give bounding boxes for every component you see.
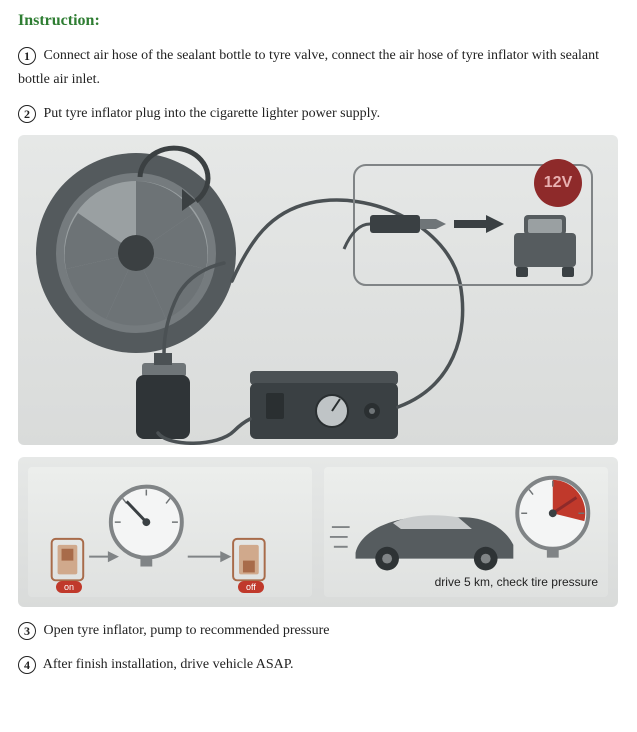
switch-off-label: off: [238, 581, 264, 593]
step-3: 3 Open tyre inflator, pump to recommende…: [18, 619, 619, 643]
arrow-right-icon: [89, 553, 117, 561]
step-4-text: After finish installation, drive vehicle…: [43, 657, 294, 672]
step-4-number: 4: [18, 656, 36, 674]
step-1-text: Connect air hose of the sealant bottle t…: [18, 48, 599, 87]
step-1: 1 Connect air hose of the sealant bottle…: [18, 44, 619, 92]
drive-caption: drive 5 km, check tire pressure: [435, 575, 598, 589]
step-3-number: 3: [18, 622, 36, 640]
step-2-number: 2: [18, 105, 36, 123]
switch-on-icon: [52, 539, 84, 580]
figure-2: on off: [18, 457, 618, 607]
figure-2-left-panel: on off: [28, 467, 312, 597]
step-3-text: Open tyre inflator, pump to recommended …: [44, 623, 330, 638]
step-4: 4 After finish installation, drive vehic…: [18, 653, 619, 677]
sealant-bottle-icon: [136, 353, 190, 439]
switch-on-label: on: [56, 581, 82, 593]
arrow-right-icon: [454, 215, 504, 233]
pressure-gauge-danger-icon: [517, 478, 588, 558]
figure-1: 12V: [18, 135, 618, 445]
figure-2-left-svg: [28, 467, 312, 597]
step-2: 2 Put tyre inflator plug into the cigare…: [18, 102, 619, 126]
pressure-gauge-icon: [111, 487, 182, 567]
step-1-number: 1: [18, 47, 36, 65]
arrow-right-icon: [188, 553, 229, 561]
car-rear-icon: [514, 215, 576, 277]
figure-2-right-panel: drive 5 km, check tire pressure: [324, 467, 608, 597]
compressor-icon: [250, 371, 398, 439]
step-2-text: Put tyre inflator plug into the cigarett…: [44, 106, 381, 121]
cigarette-plug-icon: [344, 215, 446, 249]
figure-1-svg: [18, 135, 618, 445]
motion-lines-icon: [330, 527, 350, 547]
instruction-heading: Instruction:: [18, 12, 619, 30]
switch-off-icon: [233, 539, 265, 580]
car-side-icon: [356, 516, 514, 571]
